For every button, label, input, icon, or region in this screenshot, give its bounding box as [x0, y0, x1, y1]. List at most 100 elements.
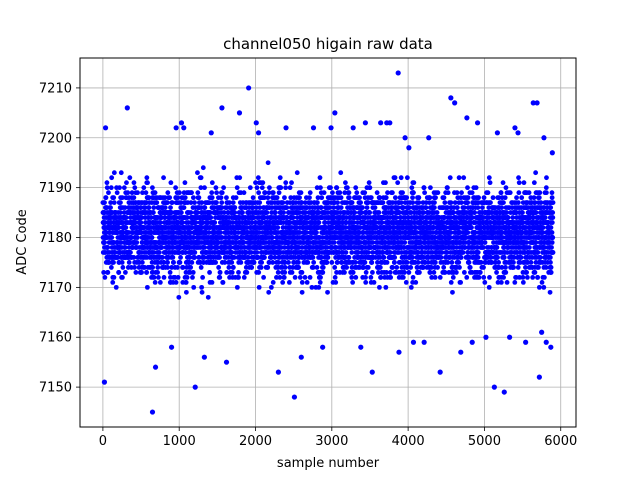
data-point — [199, 265, 204, 270]
data-point — [248, 185, 253, 190]
data-point — [213, 260, 218, 265]
data-point — [363, 275, 368, 280]
data-point — [229, 260, 234, 265]
data-point — [416, 200, 421, 205]
data-point — [214, 200, 219, 205]
data-point — [145, 285, 150, 290]
data-point — [217, 255, 222, 260]
data-point — [153, 280, 158, 285]
data-point — [191, 195, 196, 200]
data-point — [114, 285, 119, 290]
data-point — [235, 185, 240, 190]
data-point — [188, 265, 193, 270]
data-point — [456, 260, 461, 265]
data-point — [318, 175, 323, 180]
data-point — [358, 200, 363, 205]
data-point — [102, 240, 107, 245]
data-point — [480, 205, 485, 210]
data-point — [214, 190, 219, 195]
data-point — [289, 180, 294, 185]
data-point — [109, 185, 114, 190]
data-point — [200, 275, 205, 280]
data-point — [395, 180, 400, 185]
data-point — [410, 255, 415, 260]
data-point — [392, 260, 397, 265]
data-point — [333, 280, 338, 285]
data-point — [116, 270, 121, 275]
data-point — [409, 185, 414, 190]
data-point — [432, 205, 437, 210]
data-point — [106, 190, 111, 195]
data-point — [175, 265, 180, 270]
data-point — [199, 175, 204, 180]
data-point — [117, 185, 122, 190]
data-point — [417, 270, 422, 275]
data-point — [411, 190, 416, 195]
data-point — [189, 260, 194, 265]
data-point — [144, 190, 149, 195]
data-point — [156, 275, 161, 280]
data-point — [305, 260, 310, 265]
data-point — [162, 275, 167, 280]
data-point — [401, 275, 406, 280]
data-point — [428, 185, 433, 190]
data-point — [459, 255, 464, 260]
data-point — [110, 280, 115, 285]
data-point — [363, 280, 368, 285]
data-point — [288, 185, 293, 190]
data-point — [275, 225, 280, 230]
data-point — [168, 205, 173, 210]
data-point — [287, 280, 292, 285]
data-point — [259, 265, 264, 270]
data-point — [115, 190, 120, 195]
data-point — [465, 185, 470, 190]
data-point — [123, 270, 128, 275]
data-point — [332, 265, 337, 270]
data-point — [283, 180, 288, 185]
data-point — [381, 255, 386, 260]
data-point — [372, 280, 377, 285]
data-point — [367, 185, 372, 190]
data-point — [432, 270, 437, 275]
data-point — [308, 275, 313, 280]
data-point — [366, 250, 371, 255]
data-point — [214, 185, 219, 190]
data-point — [402, 240, 407, 245]
data-point — [282, 275, 287, 280]
data-point — [400, 190, 405, 195]
data-point — [189, 190, 194, 195]
data-point — [392, 255, 397, 260]
data-point — [192, 255, 197, 260]
data-point — [256, 175, 261, 180]
data-point — [221, 185, 226, 190]
data-point — [218, 230, 223, 235]
data-point — [405, 175, 410, 180]
data-point — [278, 185, 283, 190]
data-point — [461, 250, 466, 255]
data-point — [385, 260, 390, 265]
data-point — [168, 270, 173, 275]
data-point — [445, 185, 450, 190]
data-point — [296, 260, 301, 265]
data-point — [439, 255, 444, 260]
data-point — [125, 190, 130, 195]
data-point — [155, 265, 160, 270]
data-point — [462, 270, 467, 275]
data-point — [251, 195, 256, 200]
data-point — [416, 260, 421, 265]
data-point — [183, 195, 188, 200]
data-point — [334, 185, 339, 190]
data-point — [324, 260, 329, 265]
data-point — [182, 205, 187, 210]
data-point — [168, 180, 173, 185]
data-point — [394, 265, 399, 270]
data-point — [196, 195, 201, 200]
data-point — [202, 185, 207, 190]
data-point — [177, 190, 182, 195]
data-point — [210, 280, 215, 285]
data-point — [283, 265, 288, 270]
data-point — [194, 220, 199, 225]
data-point — [438, 275, 443, 280]
data-point — [320, 270, 325, 275]
